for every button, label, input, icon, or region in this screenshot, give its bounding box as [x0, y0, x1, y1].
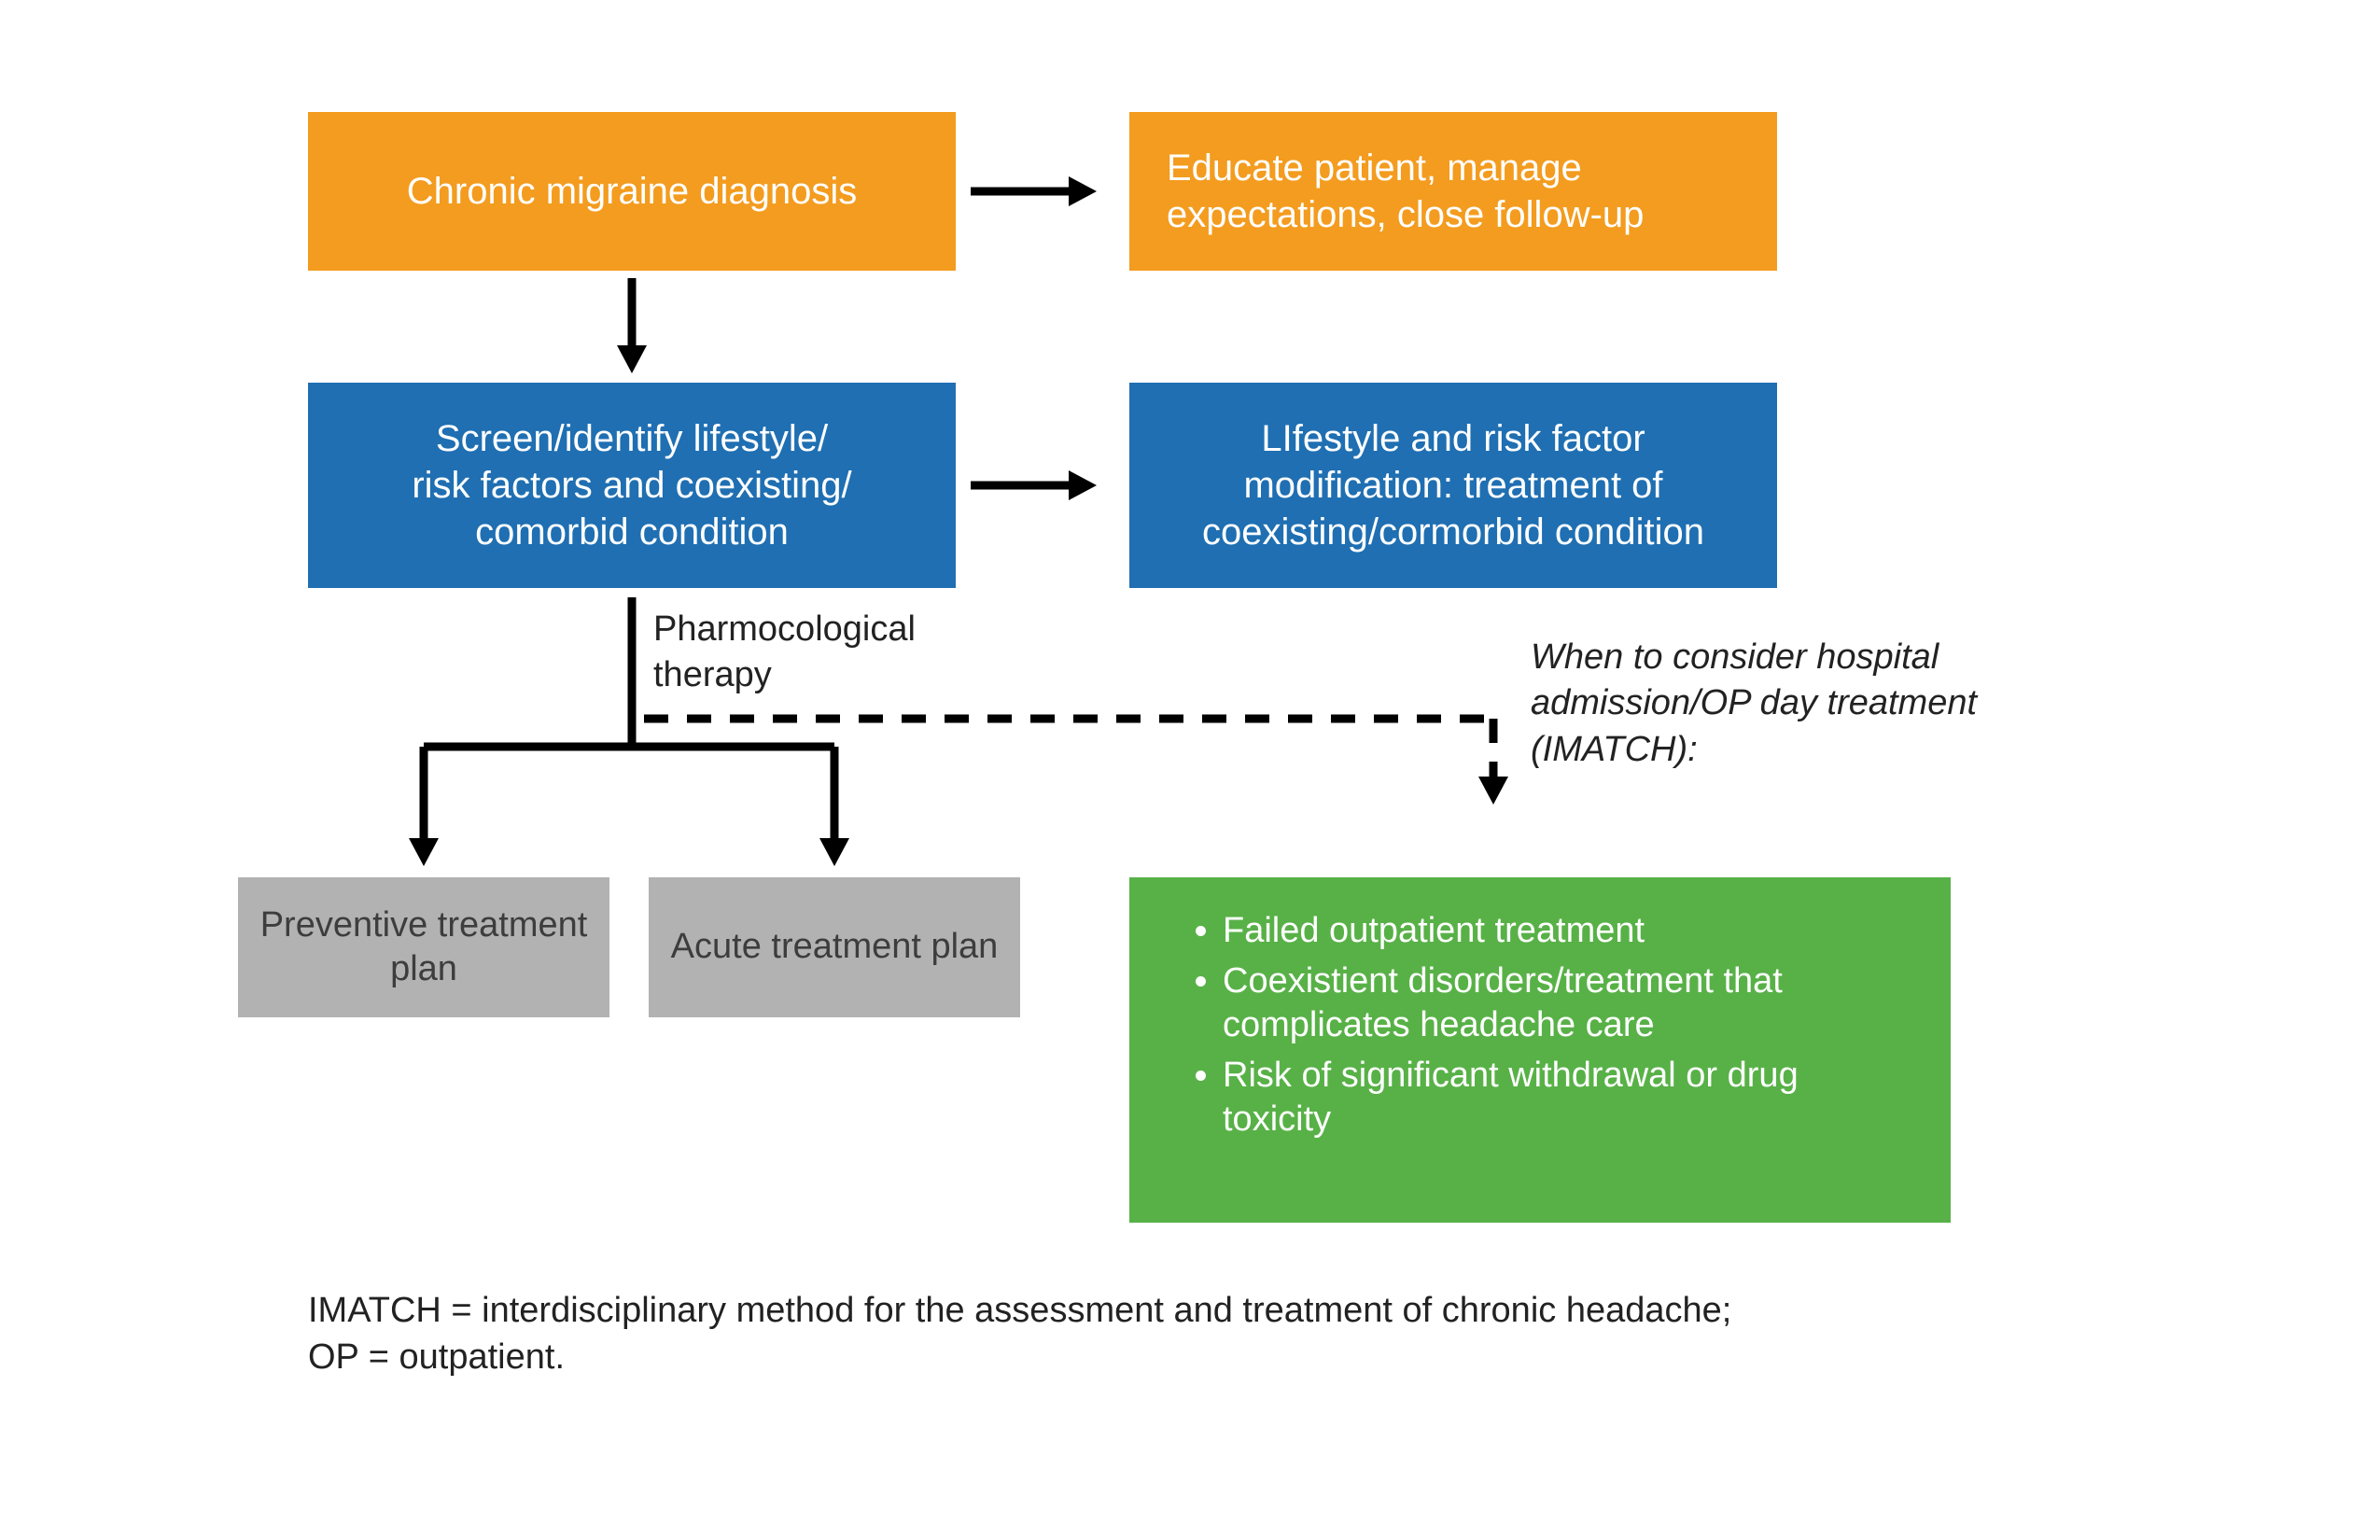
node-text: Screen/identify lifestyle/risk factors a…	[412, 415, 851, 555]
node-text: Educate patient, manage expectations, cl…	[1167, 145, 1777, 238]
label-pharmacological-therapy: Pharmocologicaltherapy	[653, 607, 1045, 699]
node-text: Chronic migraine diagnosis	[407, 168, 857, 215]
node-text: Acute treatment plan	[671, 925, 999, 970]
node-text: Preventive treatment plan	[238, 903, 609, 992]
criteria-item: Coexistient disorders/treatment that com…	[1223, 959, 1913, 1048]
node-imatch-criteria: Failed outpatient treatment Coexistient d…	[1129, 877, 1951, 1223]
flowchart-canvas: Chronic migraine diagnosis Educate patie…	[0, 0, 2380, 1540]
caption-line-1: IMATCH = interdisciplinary method for th…	[308, 1288, 1988, 1334]
label-when-to-consider: When to consider hospital admission/OP d…	[1531, 635, 1979, 773]
node-lifestyle: LIfestyle and risk factor modification: …	[1129, 383, 1777, 588]
node-preventive: Preventive treatment plan	[238, 877, 609, 1017]
node-diagnosis: Chronic migraine diagnosis	[308, 112, 956, 271]
node-text: LIfestyle and risk factor modification: …	[1157, 415, 1749, 555]
node-acute: Acute treatment plan	[649, 877, 1020, 1017]
criteria-item: Failed outpatient treatment	[1223, 909, 1913, 954]
criteria-item: Risk of significant withdrawal or drug t…	[1223, 1054, 1913, 1142]
caption-line-2: OP = outpatient.	[308, 1335, 1988, 1380]
criteria-list: Failed outpatient treatment Coexistient d…	[1185, 909, 1913, 1142]
node-screen: Screen/identify lifestyle/risk factors a…	[308, 383, 956, 588]
node-educate: Educate patient, manage expectations, cl…	[1129, 112, 1777, 271]
